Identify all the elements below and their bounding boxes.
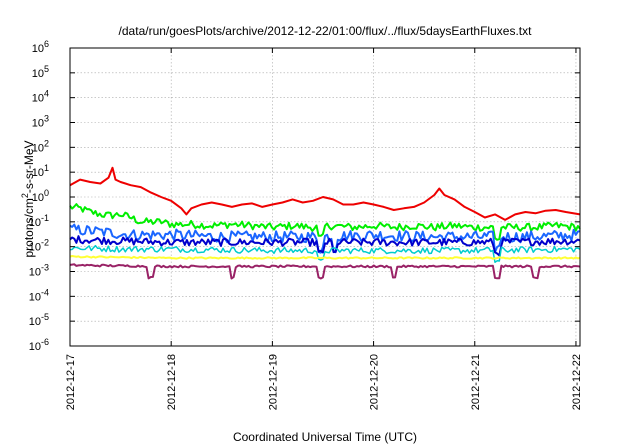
chart-title: /data/run/goesPlots/archive/2012-12-22/0… <box>119 24 533 38</box>
x-tick-label: 2012-12-21 <box>470 354 482 410</box>
y-tick-label: 104 <box>32 89 49 105</box>
axis-ticks: 10-6 10-5 10-4 10-3 10-2 10-1 100 101 102 103 104 1… <box>29 39 583 410</box>
y-tick-label: 105 <box>32 64 49 80</box>
series-line-2 <box>69 203 581 241</box>
y-tick-label: 10-6 <box>29 337 49 353</box>
x-tick-label: 2012-12-17 <box>65 354 77 410</box>
series-group <box>69 166 581 280</box>
y-tick-label: 103 <box>32 114 49 130</box>
y-tick-label: 102 <box>32 138 49 154</box>
y-tick-label: 10-5 <box>29 312 49 328</box>
y-axis-label: protons/cm2-s-sr-MeV <box>20 140 36 257</box>
y-tick-label: 10-1 <box>29 213 49 229</box>
x-tick-label: 2012-12-18 <box>166 354 178 410</box>
x-tick-label: 2012-12-22 <box>571 354 583 410</box>
x-tick-label: 2012-12-19 <box>267 354 279 410</box>
x-axis-label: Coordinated Universal Time (UTC) <box>233 430 417 444</box>
series-line-5 <box>69 244 581 264</box>
y-axis-label-pre: protons/cm <box>22 198 36 257</box>
series-line-7 <box>69 263 581 280</box>
series-line-4 <box>69 235 581 257</box>
y-tick-label: 10-2 <box>29 238 49 254</box>
y-tick-label: 101 <box>32 163 49 179</box>
y-tick-label: 100 <box>32 188 49 204</box>
y-tick-label: 106 <box>32 39 49 55</box>
y-tick-label: 10-4 <box>29 287 49 303</box>
series-line-1 <box>69 166 581 221</box>
x-tick-label: 2012-12-20 <box>369 354 381 410</box>
y-tick-label: 10-3 <box>29 263 49 279</box>
y-axis-label-sup: 2 <box>20 193 30 198</box>
series-line-6 <box>69 255 581 260</box>
y-axis-label-post: -s-sr-MeV <box>22 140 36 193</box>
